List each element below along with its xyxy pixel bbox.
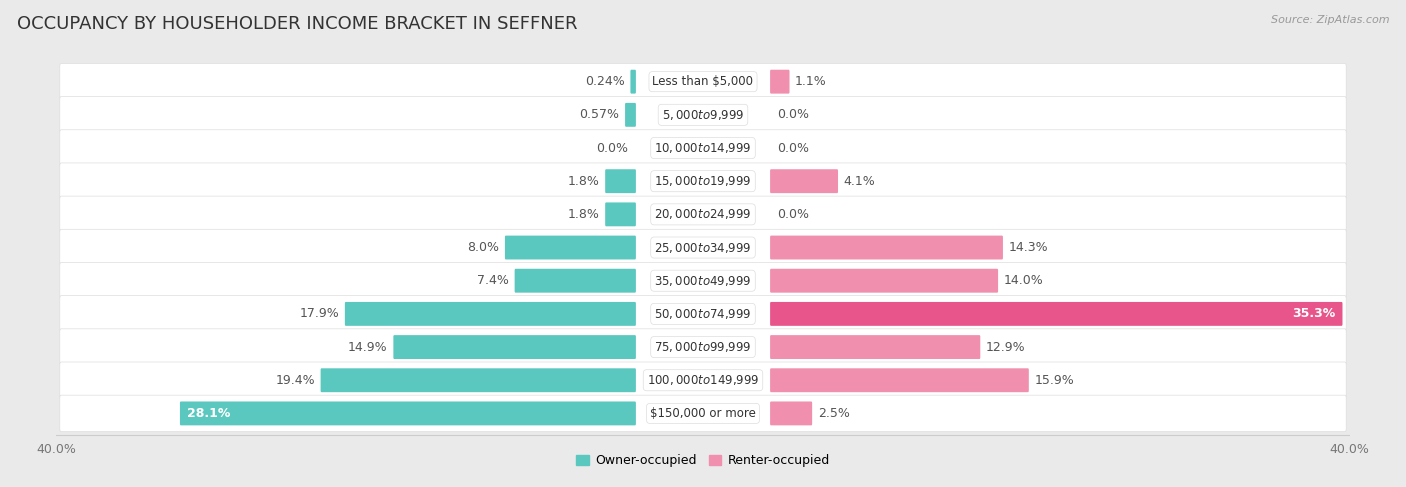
Text: 4.1%: 4.1% [844, 175, 876, 187]
FancyBboxPatch shape [770, 302, 1343, 326]
FancyBboxPatch shape [60, 229, 1346, 266]
Text: 1.1%: 1.1% [796, 75, 827, 88]
FancyBboxPatch shape [630, 70, 636, 94]
FancyBboxPatch shape [605, 169, 636, 193]
Text: 14.0%: 14.0% [1004, 274, 1043, 287]
Text: 15.9%: 15.9% [1035, 374, 1074, 387]
Text: 19.4%: 19.4% [276, 374, 315, 387]
Text: 14.3%: 14.3% [1008, 241, 1049, 254]
FancyBboxPatch shape [60, 196, 1346, 233]
Text: $25,000 to $34,999: $25,000 to $34,999 [654, 241, 752, 255]
FancyBboxPatch shape [60, 96, 1346, 133]
FancyBboxPatch shape [394, 335, 636, 359]
Text: 0.0%: 0.0% [596, 142, 628, 154]
Text: $75,000 to $99,999: $75,000 to $99,999 [654, 340, 752, 354]
Text: 28.1%: 28.1% [187, 407, 231, 420]
FancyBboxPatch shape [180, 401, 636, 425]
Text: $150,000 or more: $150,000 or more [650, 407, 756, 420]
FancyBboxPatch shape [505, 236, 636, 260]
Text: 8.0%: 8.0% [467, 241, 499, 254]
Text: 0.0%: 0.0% [778, 108, 810, 121]
Text: Less than $5,000: Less than $5,000 [652, 75, 754, 88]
FancyBboxPatch shape [626, 103, 636, 127]
Text: $20,000 to $24,999: $20,000 to $24,999 [654, 207, 752, 222]
Text: 7.4%: 7.4% [477, 274, 509, 287]
Text: 0.0%: 0.0% [778, 208, 810, 221]
Text: $100,000 to $149,999: $100,000 to $149,999 [647, 373, 759, 387]
FancyBboxPatch shape [60, 395, 1346, 431]
Text: $35,000 to $49,999: $35,000 to $49,999 [654, 274, 752, 288]
Text: 14.9%: 14.9% [349, 340, 388, 354]
Text: 17.9%: 17.9% [299, 307, 339, 320]
Text: 0.24%: 0.24% [585, 75, 624, 88]
Text: 35.3%: 35.3% [1292, 307, 1336, 320]
FancyBboxPatch shape [60, 296, 1346, 332]
Text: 2.5%: 2.5% [818, 407, 849, 420]
Text: 0.0%: 0.0% [778, 142, 810, 154]
FancyBboxPatch shape [770, 70, 790, 94]
Text: $50,000 to $74,999: $50,000 to $74,999 [654, 307, 752, 321]
FancyBboxPatch shape [344, 302, 636, 326]
Text: 0.57%: 0.57% [579, 108, 620, 121]
Text: 1.8%: 1.8% [568, 208, 599, 221]
Text: 1.8%: 1.8% [568, 175, 599, 187]
FancyBboxPatch shape [770, 335, 980, 359]
Text: OCCUPANCY BY HOUSEHOLDER INCOME BRACKET IN SEFFNER: OCCUPANCY BY HOUSEHOLDER INCOME BRACKET … [17, 15, 578, 33]
FancyBboxPatch shape [605, 203, 636, 226]
FancyBboxPatch shape [60, 163, 1346, 200]
FancyBboxPatch shape [60, 63, 1346, 100]
Legend: Owner-occupied, Renter-occupied: Owner-occupied, Renter-occupied [571, 450, 835, 472]
FancyBboxPatch shape [770, 236, 1002, 260]
FancyBboxPatch shape [321, 368, 636, 392]
Text: $15,000 to $19,999: $15,000 to $19,999 [654, 174, 752, 188]
FancyBboxPatch shape [60, 262, 1346, 299]
FancyBboxPatch shape [770, 269, 998, 293]
Text: $5,000 to $9,999: $5,000 to $9,999 [662, 108, 744, 122]
Text: 12.9%: 12.9% [986, 340, 1025, 354]
FancyBboxPatch shape [60, 362, 1346, 398]
FancyBboxPatch shape [770, 401, 813, 425]
FancyBboxPatch shape [515, 269, 636, 293]
FancyBboxPatch shape [770, 368, 1029, 392]
FancyBboxPatch shape [60, 130, 1346, 166]
FancyBboxPatch shape [60, 329, 1346, 365]
Text: $10,000 to $14,999: $10,000 to $14,999 [654, 141, 752, 155]
Text: Source: ZipAtlas.com: Source: ZipAtlas.com [1271, 15, 1389, 25]
FancyBboxPatch shape [770, 169, 838, 193]
